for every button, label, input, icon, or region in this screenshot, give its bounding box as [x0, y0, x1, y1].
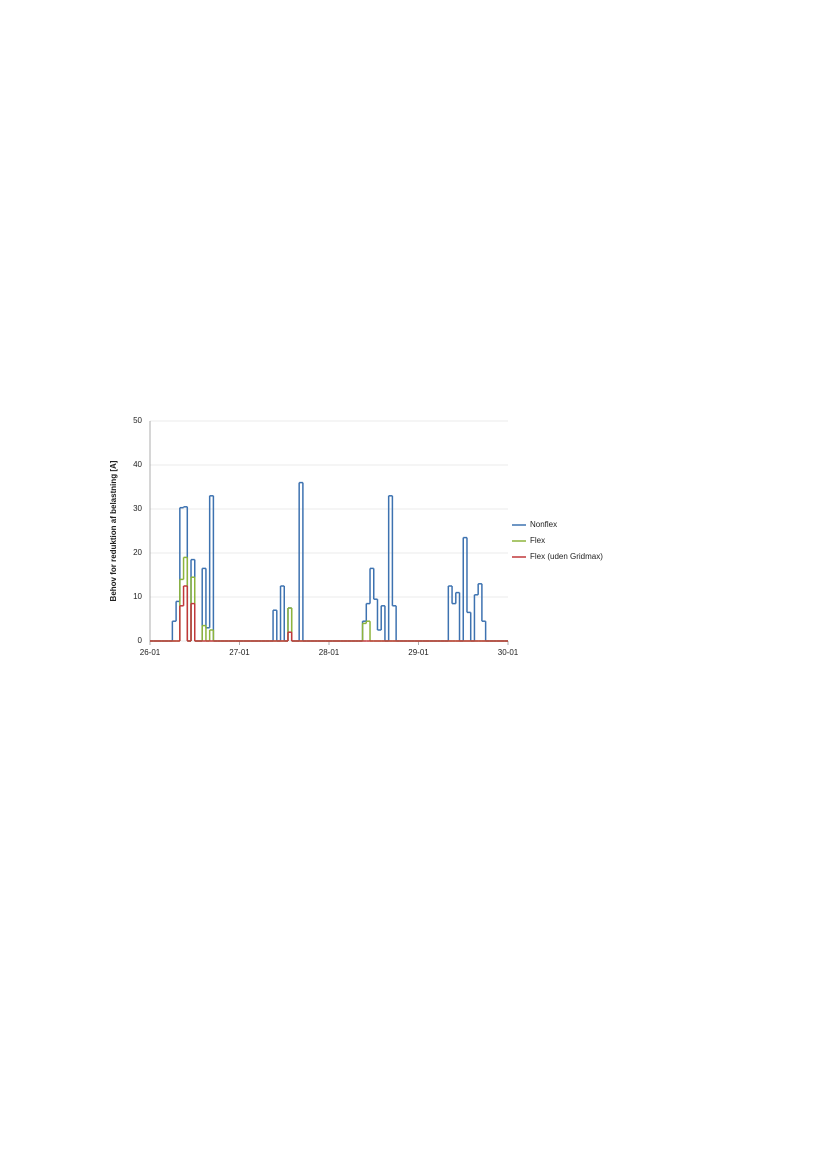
legend-label: Flex: [530, 536, 545, 545]
y-tick-label: 30: [133, 504, 142, 513]
y-tick-label: 0: [138, 636, 143, 645]
y-tick-label: 50: [133, 416, 142, 425]
y-tick-label: 40: [133, 460, 142, 469]
x-tick-label: 28-01: [319, 648, 340, 657]
y-tick-label: 20: [133, 548, 142, 557]
x-tick-label: 27-01: [229, 648, 250, 657]
y-tick-label: 10: [133, 592, 142, 601]
y-axis-label: Behov for reduktion af belastning [A]: [109, 460, 118, 601]
legend-label: Nonflex: [530, 520, 557, 529]
x-tick-label: 26-01: [140, 648, 161, 657]
x-tick-label: 29-01: [408, 648, 429, 657]
x-tick-label: 30-01: [498, 648, 519, 657]
legend-label: Flex (uden Gridmax): [530, 552, 603, 561]
